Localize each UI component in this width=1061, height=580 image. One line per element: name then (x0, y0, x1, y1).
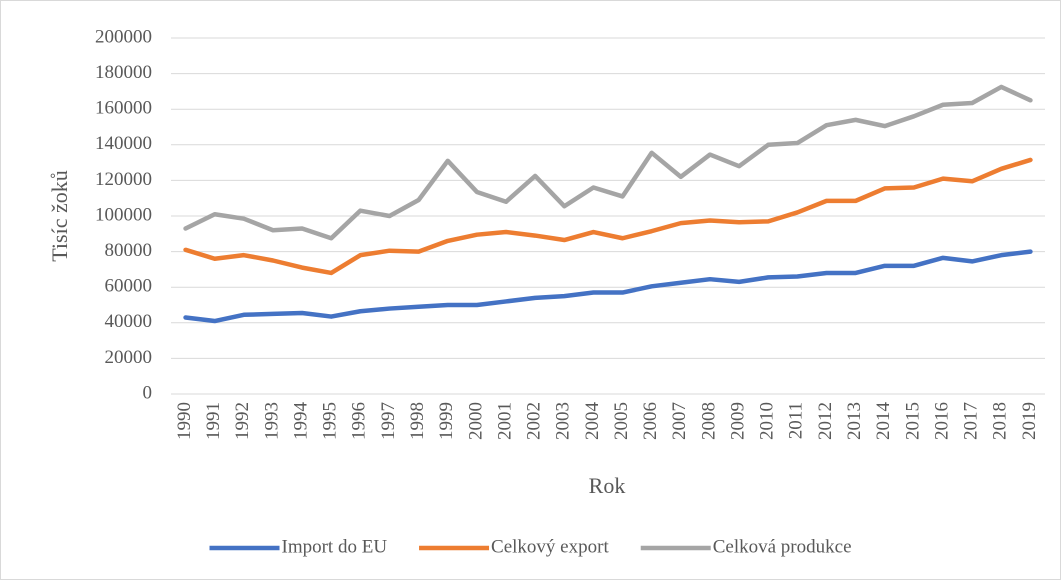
x-tick-label: 1999 (436, 402, 457, 440)
y-tick-label: 160000 (95, 98, 152, 119)
x-tick-label: 2016 (931, 402, 952, 440)
x-tick-label: 1997 (378, 402, 399, 440)
x-tick-label: 2002 (524, 402, 545, 440)
x-tick-label: 1993 (261, 402, 282, 440)
x-tick-label: 2012 (815, 402, 836, 440)
x-tick-label: 2013 (844, 402, 865, 440)
x-tick-label: 2014 (873, 402, 894, 441)
y-tick-label: 140000 (95, 133, 152, 154)
legend-label: Import do EU (282, 536, 388, 557)
x-tick-label: 2015 (902, 402, 923, 440)
y-tick-label: 60000 (105, 276, 153, 297)
y-tick-label: 20000 (105, 347, 153, 368)
y-tick-label: 100000 (95, 204, 152, 225)
y-tick-label: 0 (143, 382, 153, 403)
x-tick-label: 2017 (961, 402, 982, 440)
x-tick-label: 2003 (553, 402, 574, 440)
legend-label: Celková produkce (713, 536, 852, 557)
x-tick-label: 2000 (465, 402, 486, 440)
series-line (183, 249, 1033, 324)
x-tick-label: 2004 (582, 402, 603, 441)
x-tick-label: 1992 (232, 402, 253, 440)
x-tick-label: 2008 (698, 402, 719, 440)
x-tick-label: 1995 (320, 402, 341, 440)
y-axis-label: Tisíc žoků (47, 170, 72, 261)
y-tick-label: 120000 (95, 169, 152, 190)
x-axis-label: Rok (589, 473, 626, 498)
x-tick-label: 2001 (494, 402, 515, 440)
x-tick-label: 2009 (727, 402, 748, 440)
x-tick-label: 2018 (990, 402, 1011, 440)
x-tick-label: 1996 (349, 402, 370, 440)
series-line (183, 157, 1033, 276)
y-tick-label: 40000 (105, 311, 153, 332)
y-tick-label: 80000 (105, 240, 153, 261)
series-line (183, 84, 1033, 241)
x-tick-label: 1994 (290, 402, 311, 441)
x-tick-label: 2007 (669, 402, 690, 440)
x-tick-label: 2011 (786, 402, 807, 439)
legend-label: Celkový export (491, 536, 609, 557)
x-tick-label: 2005 (611, 402, 632, 440)
x-tick-label: 2006 (640, 402, 661, 440)
y-tick-label: 200000 (95, 26, 152, 47)
x-tick-label: 1998 (407, 402, 428, 440)
y-tick-label: 180000 (95, 62, 152, 83)
x-tick-label: 2010 (757, 402, 778, 440)
x-tick-label: 2019 (1019, 402, 1040, 440)
x-tick-label: 1991 (203, 402, 224, 440)
x-tick-label: 1990 (174, 402, 195, 440)
